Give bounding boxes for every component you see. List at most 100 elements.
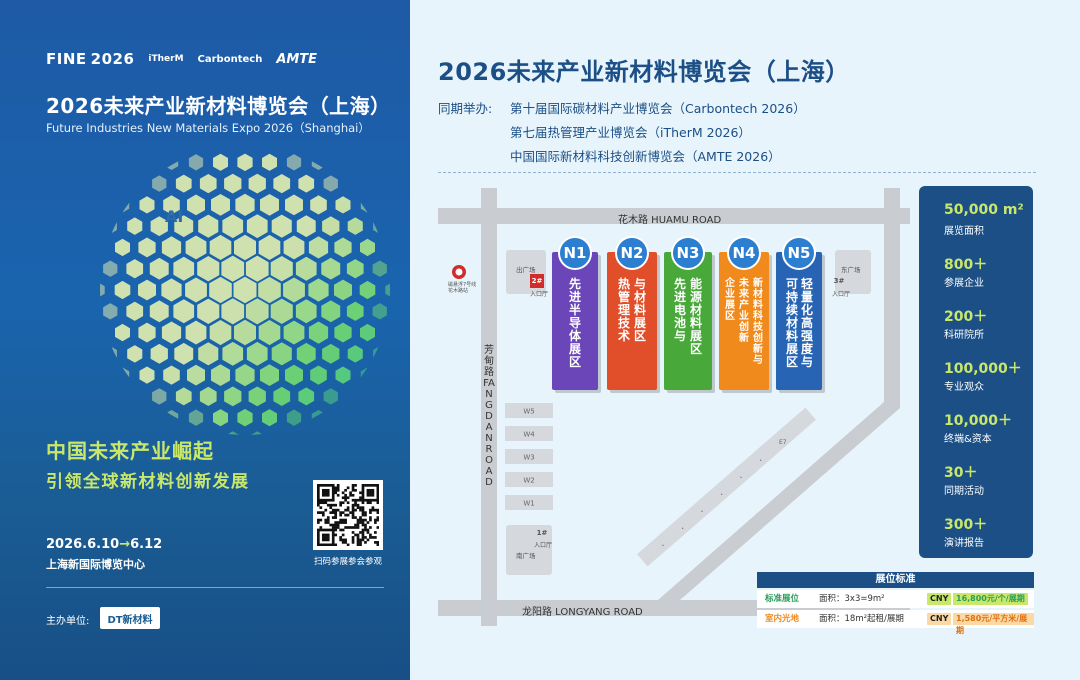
qr-module [317,501,320,505]
qr-module [374,536,377,539]
qr-module [326,518,330,522]
qr-module [321,501,325,505]
hall-n2[interactable] [607,252,657,390]
qr-module [369,508,372,512]
qr-module [361,533,365,537]
west-hall [505,403,553,418]
qr-module [336,521,340,524]
qr-module [369,533,372,537]
hall-n1[interactable] [552,252,598,390]
qr-module [354,501,357,505]
qr-module [351,536,355,539]
qr-module [369,493,372,497]
qr-module [366,491,370,495]
globe-hexagon [321,300,341,323]
globe-hexagon [360,238,375,257]
globe-hexagon [222,341,244,366]
stat-events-label: 同期活动 [944,486,984,497]
entry-3: 3# [833,277,845,285]
qr-module [364,511,367,514]
qr-module [376,508,380,512]
qr-module [319,506,323,509]
west-hall [505,449,553,464]
hall-n4-badge: N4 [727,236,761,270]
qr-module [331,493,335,497]
stat-capital-label: 终端&资本 [944,434,992,445]
carbontech-logo: Carbontech [197,53,263,65]
stat-events-value: 30＋ [944,465,978,481]
globe-hexagon [335,366,351,384]
qr-module [364,498,367,502]
qr-module [324,501,328,505]
south-plaza-area [506,525,552,575]
globe-hexagon [285,364,303,386]
qr-module [326,493,330,497]
qr-module [366,484,370,487]
qr-module [374,541,377,544]
qr-module [324,491,328,495]
expo-title: 2026未来产业新材料博览会（上海） [46,94,391,118]
qr-module [346,496,350,500]
qr-module [344,508,347,512]
globe-hexagon [323,175,338,192]
globe-hexagon [234,234,256,261]
globe-hexagon [221,255,245,282]
qr-module [341,521,345,524]
stat-exhibitors-value: 800＋ [944,257,988,273]
hall-n3[interactable] [664,252,712,390]
qr-module [361,511,365,514]
hall-n4[interactable] [719,252,769,390]
stat-visitors-label: 专业观众 [944,382,984,393]
qr-module [324,536,328,539]
qr-module [317,503,320,507]
qr-module [351,511,355,514]
qr-module [319,526,323,529]
qr-module [326,521,330,524]
entry-1-label: 入口厅 [534,542,553,549]
west-hall [505,426,553,441]
globe-hexagon [174,342,194,365]
globe-hexagon [199,174,217,194]
globe-hexagon [127,345,143,363]
qr-module [341,491,345,495]
expo-date: 2026.6.10→6.12 [46,537,163,552]
qr-module [346,508,350,512]
qr-module [371,536,375,539]
hall-n3-badge: N3 [671,236,705,270]
qr-module [356,538,360,542]
qr-module [341,518,345,522]
qr-module [366,488,370,492]
globe-hexagon [237,408,253,427]
qr-module [331,484,335,487]
qr-module [364,528,367,532]
booth-price-table: 展位标准 标准展位 面积：3x3=9m² CNY 16,800元/个/展期 室内… [757,572,1034,635]
qr-module [317,533,320,537]
right-title: 2026未来产业新材料博览会（上海） [438,58,850,86]
qr-module [339,538,342,542]
price-currency: CNY [927,613,952,625]
globe-hexagon [308,236,329,259]
globe-hexagon [150,216,168,237]
qr-module [331,498,335,502]
globe-hexagon [175,387,192,406]
qr-module [317,493,320,497]
qr-module [321,533,325,537]
stat-talks-value: 300＋ [944,517,988,533]
globe-hexagon [260,194,279,216]
qr-code[interactable] [313,480,383,550]
qr-module [324,493,328,497]
qr-module [371,493,375,497]
globe-hexagon [273,174,291,194]
hall-n5[interactable] [776,252,822,390]
qr-module [339,511,342,514]
qr-module [349,491,352,495]
longyang-road-label: 龙阳路 LONGYANG ROAD [522,607,643,618]
qr-module [376,526,380,529]
qr-module [336,523,340,527]
qr-module [321,498,325,502]
globe-hexagon [285,194,303,216]
qr-module [324,521,328,524]
qr-module [326,498,330,502]
globe-hexagon [197,256,220,282]
